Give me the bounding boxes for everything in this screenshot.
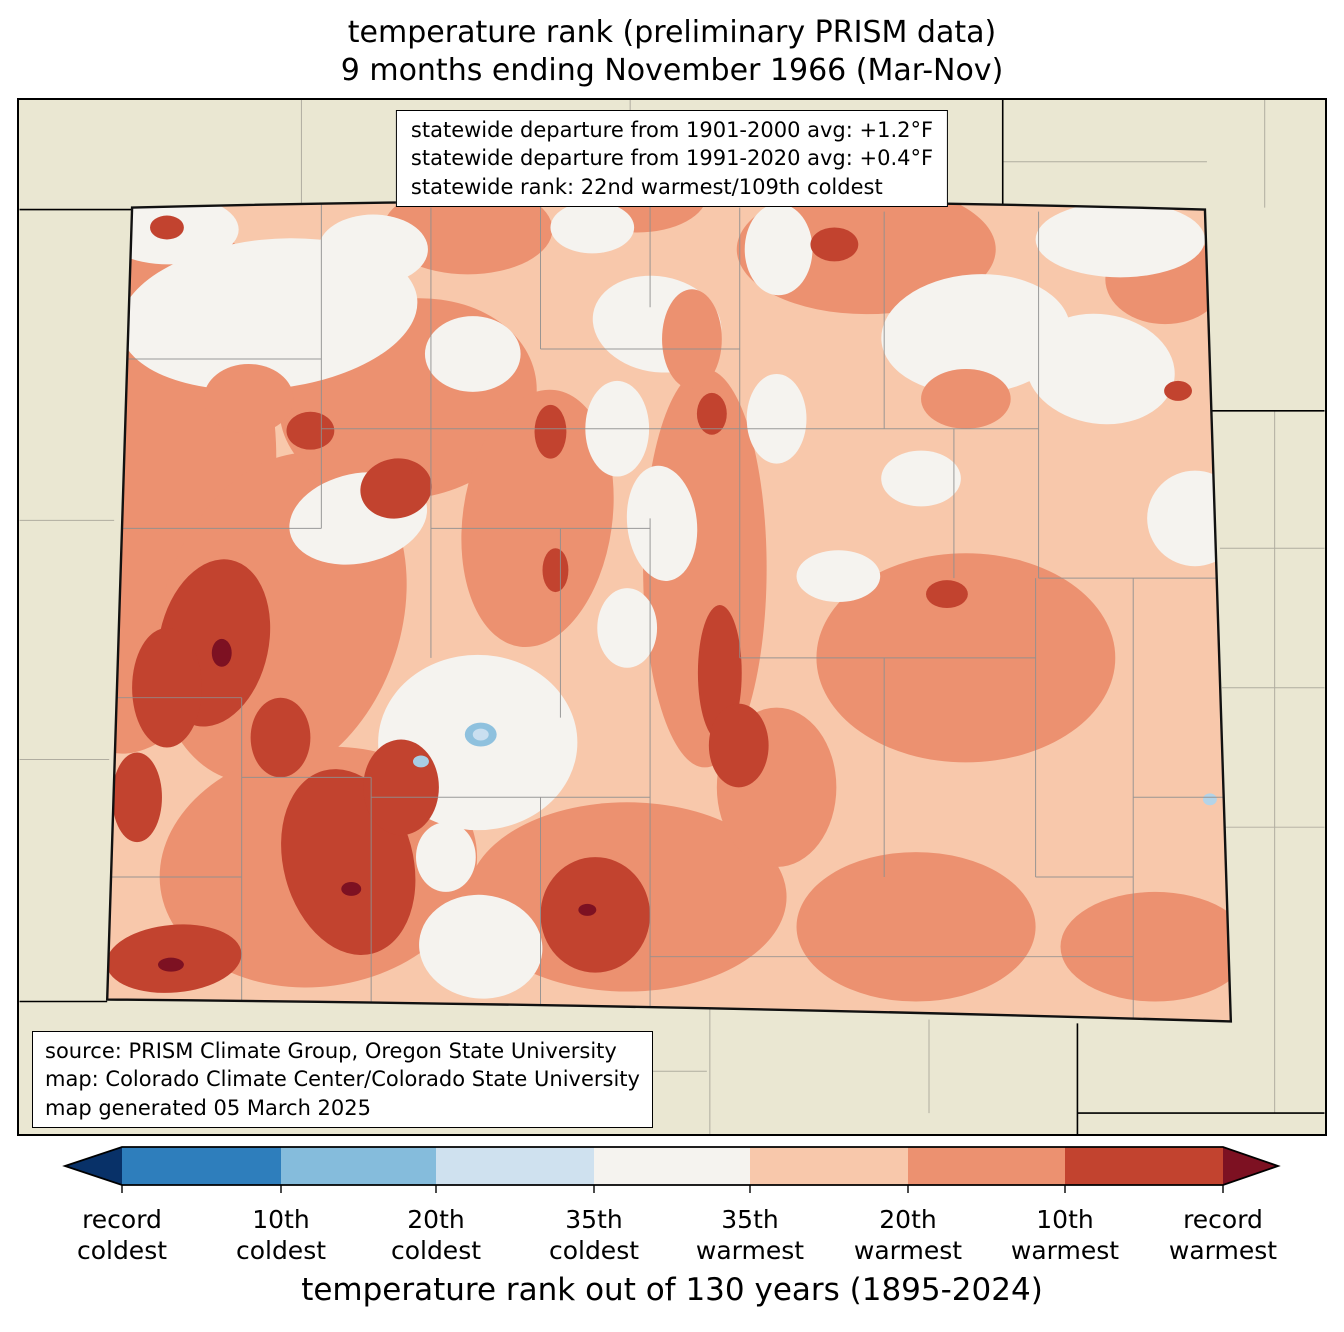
colorbar-segment [436,1147,594,1185]
colorbar-label-record-warmest: record warmest [1168,1205,1278,1265]
colorbar-segment [281,1147,436,1185]
generated-date-line: map generated 05 March 2025 [45,1095,372,1120]
map-record-warmest-layer [157,638,597,972]
map-frame: statewide departure from 1901-2000 avg: … [17,98,1327,1136]
stats-line-departure-1901: statewide departure from 1901-2000 avg: … [410,118,934,142]
neighbor-state-borders [19,100,1325,1134]
map-cool-spots-layer [413,722,1217,806]
county-lines [107,201,1231,1022]
colorbar-label-20th-warmest: 20th warmest [853,1205,963,1265]
colorbar-arrow-record-coldest [65,1147,122,1185]
colorbar-label-35th-warmest: 35th warmest [695,1205,805,1265]
colorbar-segment [1065,1147,1223,1185]
page-title: temperature rank (preliminary PRISM data… [347,15,997,50]
colorbar-label-10th-warmest: 10th warmest [1010,1205,1120,1265]
colorbar-label-record-coldest: record coldest [76,1205,168,1265]
page-subtitle: 9 months ending November 1966 (Mar-Nov) [340,53,1004,89]
colorbar-segment [594,1147,750,1185]
stats-line-rank: statewide rank: 22nd warmest/109th colde… [410,174,883,199]
colorbar-axis-label: temperature rank out of 130 years (1895-… [301,1272,1043,1308]
source-line: source: PRISM Climate Group, Oregon Stat… [45,1038,617,1063]
map-warm-10th-layer [107,215,1192,993]
colorado-temperature-map [19,100,1325,1134]
stats-line-departure-1991: statewide departure from 1991-2020 avg: … [410,146,934,171]
title-block: temperature rank (preliminary PRISM data… [0,14,1344,91]
colorbar [62,1146,1281,1193]
colorbar-ticks [121,1185,1224,1193]
map-credit-line: map: Colorado Climate Center/Colorado St… [45,1067,640,1092]
temperature-rank-fill [107,201,1231,1022]
map-warm-20th-accents [203,289,1011,434]
colorbar-label-35th-coldest: 35th coldest [548,1205,640,1265]
colorbar-label-20th-coldest: 20th coldest [390,1205,482,1265]
colorbar-arrow-record-warmest [1223,1147,1278,1185]
stats-box: statewide departure from 1901-2000 avg: … [395,110,949,208]
colorbar-segment [908,1147,1065,1185]
source-box: source: PRISM Climate Group, Oregon Stat… [32,1030,653,1128]
colorbar-segment [750,1147,908,1185]
colorbar-segment [122,1147,281,1185]
colorbar-label-10th-coldest: 10th coldest [235,1205,327,1265]
